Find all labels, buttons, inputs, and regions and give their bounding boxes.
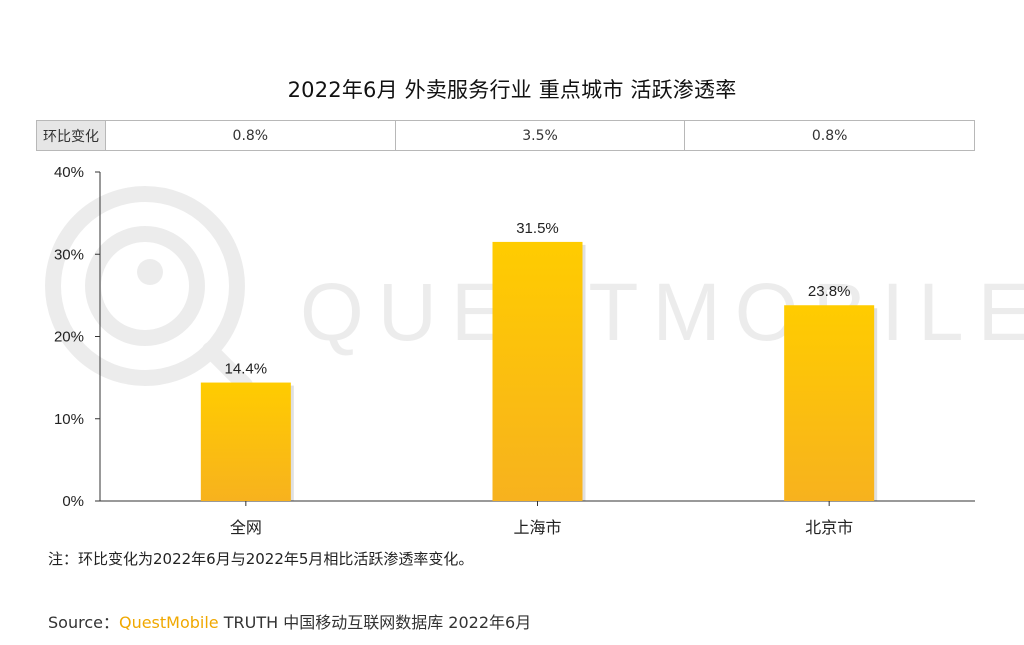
mom-value-all: 0.8% [105,121,395,150]
bar-value-label: 23.8% [808,283,851,300]
mom-label: 环比变化 [37,121,105,150]
bar-value-label: 14.4% [225,361,268,378]
x-tick-label: 上海市 [513,518,561,537]
watermark-text: QUESTMOBILE [300,267,1024,358]
source-line: Source：QuestMobile TRUTH 中国移动互联网数据库 2022… [48,609,531,633]
y-tick-label: 20% [54,329,84,346]
bar [200,382,291,501]
watermark-logo: QUESTMOBILE [45,186,1024,393]
y-tick-label: 40% [54,164,84,181]
mom-value-shanghai: 3.5% [394,121,685,150]
x-tick-label: 北京市 [805,518,853,537]
y-tick-label: 0% [62,493,84,510]
mom-value-beijing: 0.8% [684,121,974,150]
x-tick-label: 全网 [230,518,262,537]
y-tick-label: 30% [54,246,84,263]
month-over-month-table: 环比变化 0.8% 3.5% 0.8% [36,120,975,151]
bar [784,305,875,501]
source-rest: TRUTH 中国移动互联网数据库 2022年6月 [218,613,532,632]
chart-title: 2022年6月 外卖服务行业 重点城市 活跃渗透率 [287,78,737,102]
source-prefix: Source： [48,613,119,632]
bar [492,241,583,501]
y-tick-label: 10% [54,411,84,428]
bar-chart: QUESTMOBILE 0% 10% 20% 30% 40% 14.4% 全网 31.5% 上… [45,164,1024,537]
bar-value-label: 31.5% [516,220,559,237]
source-brand: QuestMobile [118,613,219,632]
footnote: 注：环比变化为2022年6月与2022年5月相比活跃渗透率变化。 [48,550,474,568]
